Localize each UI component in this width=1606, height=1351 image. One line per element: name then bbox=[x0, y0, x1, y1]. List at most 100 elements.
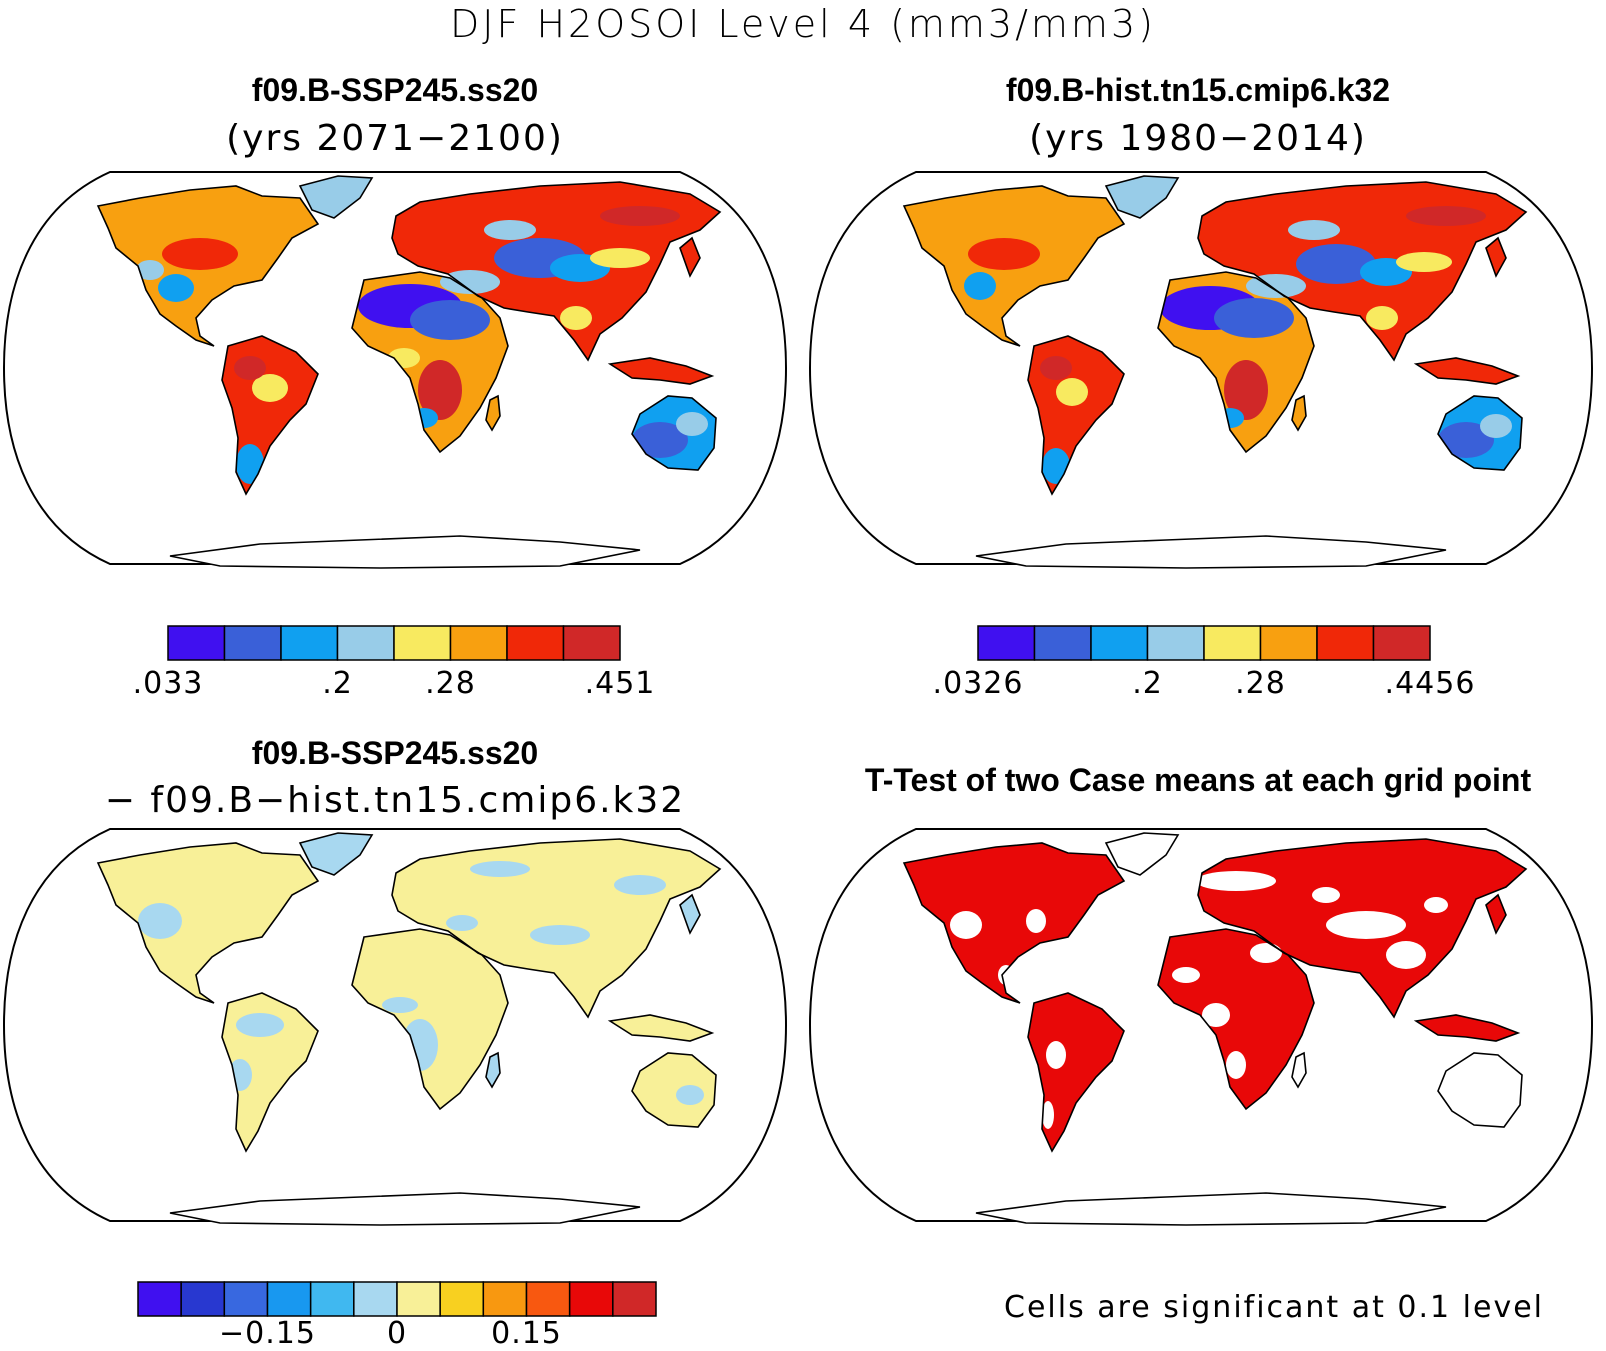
panel3-map bbox=[2, 828, 788, 1226]
colorbar-tick-label: .28 bbox=[425, 666, 476, 701]
coastline-na bbox=[96, 185, 320, 347]
field-patch bbox=[418, 360, 462, 420]
panel3-title: f09.B-SSP245.ss20 bbox=[251, 735, 539, 771]
panel2-title: f09.B-hist.tn15.cmip6.k32 bbox=[1005, 72, 1391, 108]
coastline-japan bbox=[679, 893, 701, 935]
field-patch bbox=[600, 206, 680, 226]
colorbar-box bbox=[223, 625, 282, 661]
field-patch bbox=[236, 1013, 284, 1037]
land-fill-australia bbox=[632, 1053, 716, 1127]
colorbar-box bbox=[1316, 625, 1375, 661]
coastline-indonesia bbox=[1413, 357, 1521, 385]
colorbar-box bbox=[977, 625, 1036, 661]
colorbar-box bbox=[167, 625, 226, 661]
field-patch bbox=[1196, 871, 1276, 891]
coastline-australia bbox=[1437, 395, 1523, 471]
colorbar-box bbox=[1146, 625, 1205, 661]
land-field bbox=[904, 176, 1526, 568]
field-patch bbox=[138, 903, 182, 939]
land-fill-antarctica bbox=[976, 1193, 1446, 1225]
field-patch bbox=[1396, 252, 1452, 272]
colorbar-diff bbox=[137, 1281, 657, 1317]
coastline-greenland bbox=[1104, 832, 1180, 876]
field-patch bbox=[676, 1085, 704, 1105]
panel2-subtitle: (yrs 1980−2014) bbox=[1029, 118, 1367, 159]
coastline-antarctica bbox=[169, 1192, 641, 1226]
field-patch bbox=[1312, 887, 1340, 903]
field-patch bbox=[560, 306, 592, 330]
field-patch bbox=[1026, 909, 1046, 933]
land-fill-africa bbox=[352, 929, 508, 1109]
field-patch bbox=[1040, 356, 1072, 380]
colorbar-box bbox=[482, 1281, 528, 1317]
coastline-madagascar bbox=[1291, 1051, 1307, 1089]
land-fill-antarctica bbox=[170, 1193, 640, 1225]
coastline-indonesia bbox=[607, 357, 715, 385]
field-patch bbox=[1406, 206, 1486, 226]
field-patch bbox=[1226, 1051, 1246, 1079]
colorbar-tick-label: .4456 bbox=[1384, 666, 1476, 701]
field-patch bbox=[614, 875, 666, 895]
colorbar-box bbox=[396, 1281, 441, 1317]
coastline-eurasia bbox=[391, 838, 722, 1019]
coastline-greenland bbox=[298, 175, 374, 219]
field-patch bbox=[950, 911, 982, 939]
colorbar-box bbox=[612, 1281, 657, 1317]
colorbar-box bbox=[562, 625, 621, 661]
colorbar-box bbox=[525, 1281, 571, 1317]
coastline-na bbox=[96, 842, 320, 1004]
coastline-eurasia bbox=[1197, 181, 1528, 362]
coastline-sa bbox=[221, 335, 319, 496]
colorbar-future bbox=[167, 625, 621, 661]
panel2-map bbox=[808, 171, 1594, 569]
field-patch bbox=[1288, 220, 1340, 240]
field-patch bbox=[964, 272, 996, 300]
colorbar-tick-label: 0.15 bbox=[491, 1316, 562, 1351]
field-patch bbox=[590, 248, 650, 268]
field-patch bbox=[1250, 943, 1282, 963]
coastline-africa bbox=[1157, 928, 1315, 1111]
coastline-madagascar bbox=[485, 1051, 501, 1089]
colorbar-box bbox=[137, 1281, 182, 1317]
colorbar-box bbox=[266, 1281, 312, 1317]
field-patch bbox=[1214, 298, 1294, 338]
land-field bbox=[98, 833, 720, 1225]
field-patch bbox=[1424, 897, 1448, 913]
land-fill-na bbox=[904, 843, 1124, 1003]
coastline-madagascar bbox=[1291, 394, 1307, 432]
field-patch bbox=[470, 861, 530, 877]
coastline-indonesia bbox=[1413, 1014, 1521, 1042]
field-patch bbox=[136, 260, 164, 280]
colorbar-box bbox=[1372, 625, 1431, 661]
coastline-africa bbox=[1157, 271, 1315, 454]
coastline-madagascar bbox=[485, 394, 501, 432]
field-patch bbox=[676, 412, 708, 436]
land-fill-greenland bbox=[300, 833, 372, 875]
significance-note: Cells are significant at 0.1 level bbox=[1004, 1290, 1545, 1325]
colorbar-box bbox=[280, 625, 339, 661]
panel4-map bbox=[808, 828, 1594, 1226]
field-patch bbox=[440, 270, 500, 294]
field-patch bbox=[1366, 306, 1398, 330]
coastline-australia bbox=[631, 1052, 717, 1128]
colorbar-tick-label: .033 bbox=[132, 666, 204, 701]
land-fill-greenland bbox=[300, 176, 372, 218]
coastline-africa bbox=[351, 928, 509, 1111]
land-fill-antarctica bbox=[976, 536, 1446, 568]
colorbar-hist bbox=[977, 625, 1431, 661]
coastline-japan bbox=[1485, 893, 1507, 935]
panel3-subtitle: − f09.B−hist.tn15.cmip6.k32 bbox=[104, 780, 686, 821]
coastline-antarctica bbox=[169, 535, 641, 569]
colorbar-box bbox=[1090, 625, 1149, 661]
colorbar-box bbox=[180, 1281, 226, 1317]
coastline-eurasia bbox=[1197, 838, 1528, 1019]
colorbar-box bbox=[309, 1281, 355, 1317]
field-patch bbox=[1046, 1041, 1066, 1069]
colorbar-tick-label: .0326 bbox=[932, 666, 1024, 701]
coastline-na bbox=[902, 185, 1126, 347]
coastline-na bbox=[902, 842, 1126, 1004]
field-patch bbox=[530, 925, 590, 945]
panel1-map bbox=[2, 171, 788, 569]
coastline-australia bbox=[1437, 1052, 1523, 1128]
field-patch bbox=[1438, 422, 1494, 458]
